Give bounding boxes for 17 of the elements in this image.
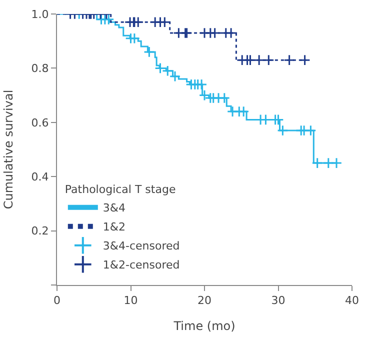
y-tick-label: 0.8 <box>31 62 49 76</box>
legend-label: 3&4-censored <box>102 240 180 253</box>
legend-label: 1&2-censored <box>102 258 180 272</box>
legend-label: 1&2 <box>102 220 126 234</box>
x-tick-label: 40 <box>345 294 359 308</box>
x-tick-label: 10 <box>124 294 138 308</box>
y-tick-label: 0.2 <box>31 224 49 238</box>
x-axis-title: Time (mo) <box>172 319 236 334</box>
x-tick-label: 20 <box>198 294 212 308</box>
legend-label: 3&4 <box>102 202 126 215</box>
y-tick-label: 1.0 <box>31 8 49 21</box>
y-tick-label: 0.4 <box>31 170 49 184</box>
x-tick-label: 0 <box>54 294 60 308</box>
x-tick-label: 30 <box>271 294 286 308</box>
y-axis-title: Cumulative survival <box>2 90 16 210</box>
legend-title: Pathological T stage <box>64 182 176 196</box>
y-tick-label: 0.6 <box>31 116 49 130</box>
